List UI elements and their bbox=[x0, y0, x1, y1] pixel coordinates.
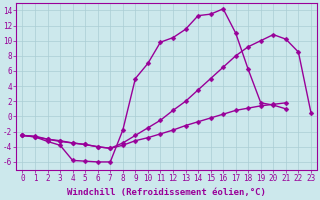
X-axis label: Windchill (Refroidissement éolien,°C): Windchill (Refroidissement éolien,°C) bbox=[67, 188, 266, 197]
